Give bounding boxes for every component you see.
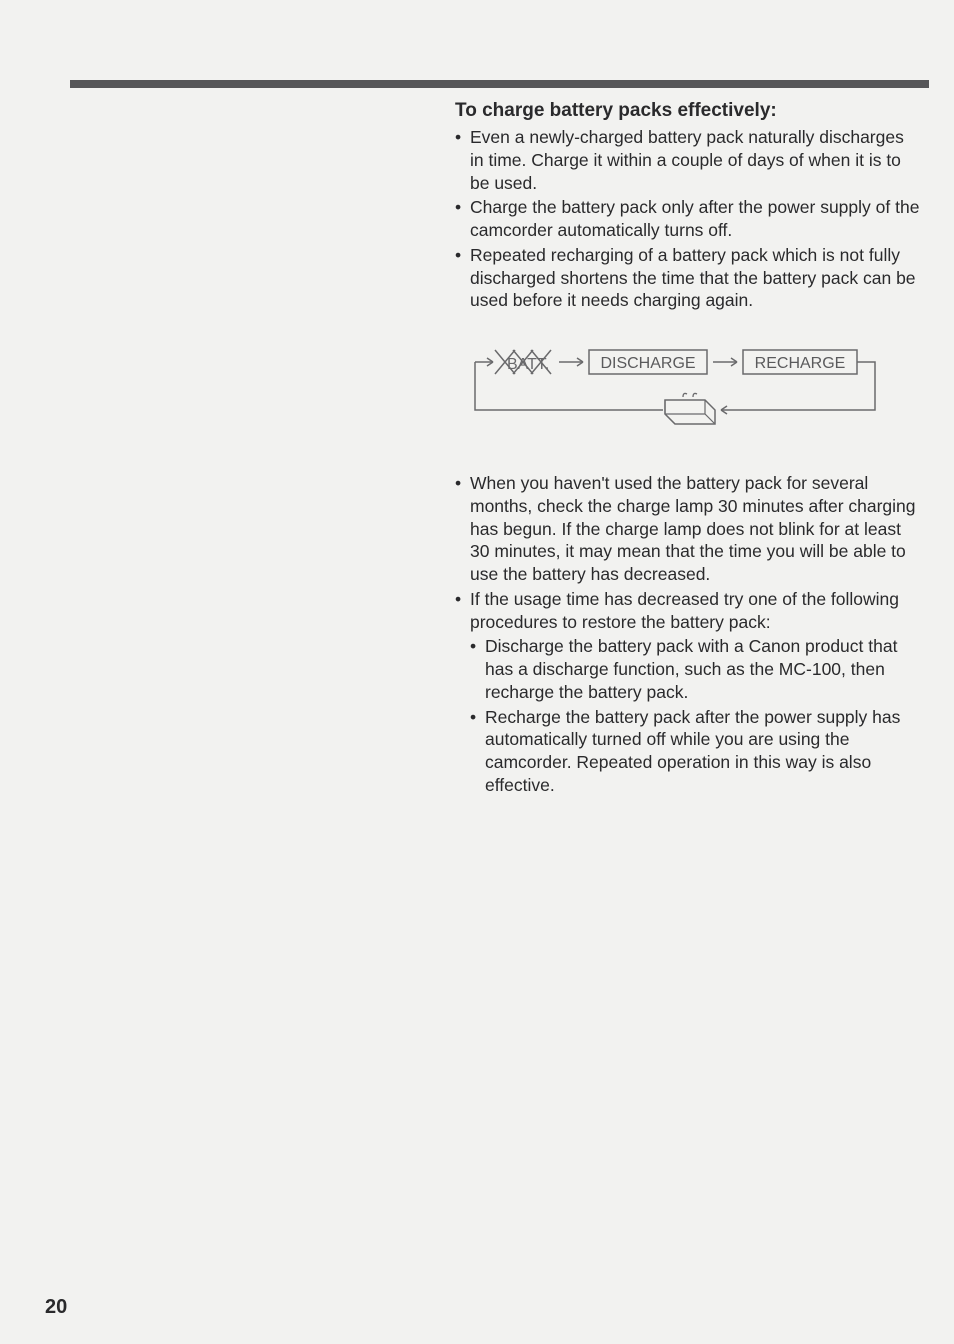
bullet-text: If the usage time has decreased try one … (470, 589, 899, 632)
flow-diagram: BATT. DISCHARGE RECHARGE (465, 342, 920, 442)
section-heading: To charge battery packs effectively: (455, 100, 920, 122)
content-column: To charge battery packs effectively: Eve… (455, 100, 920, 799)
bottom-bullet-list: When you haven't used the battery pack f… (455, 472, 920, 797)
bullet-item: If the usage time has decreased try one … (455, 588, 920, 797)
top-bullet-list: Even a newly-charged battery pack natura… (455, 126, 920, 312)
battery-pack-icon (665, 393, 715, 424)
bullet-item: Even a newly-charged battery pack natura… (455, 126, 920, 194)
sub-bullet-item: Recharge the battery pack after the powe… (470, 706, 920, 797)
sub-bullet-list: Discharge the battery pack with a Canon … (470, 635, 920, 796)
bullet-item: When you haven't used the battery pack f… (455, 472, 920, 586)
bullet-item: Charge the battery pack only after the p… (455, 196, 920, 242)
header-bar (70, 80, 929, 88)
page-number: 20 (45, 1296, 67, 1319)
bullet-item: Repeated recharging of a battery pack wh… (455, 244, 920, 312)
discharge-label: DISCHARGE (600, 355, 695, 372)
sub-bullet-item: Discharge the battery pack with a Canon … (470, 635, 920, 703)
batt-crossed-icon: BATT. (495, 350, 551, 374)
recharge-label: RECHARGE (755, 355, 846, 372)
